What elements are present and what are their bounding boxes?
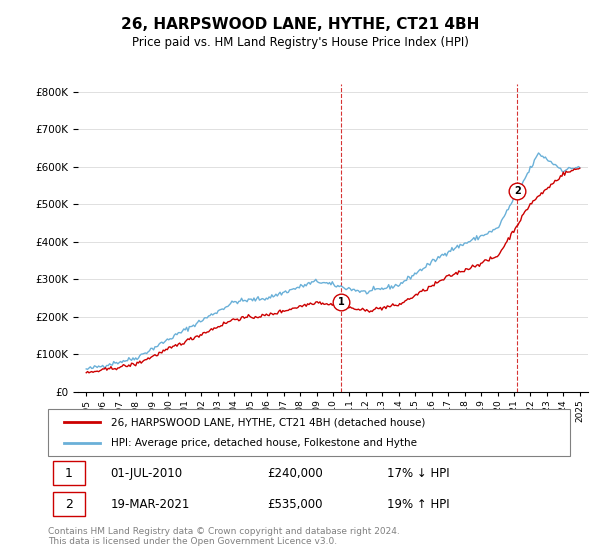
Text: Price paid vs. HM Land Registry's House Price Index (HPI): Price paid vs. HM Land Registry's House … xyxy=(131,36,469,49)
Text: 17% ↓ HPI: 17% ↓ HPI xyxy=(388,466,450,480)
Text: 01-JUL-2010: 01-JUL-2010 xyxy=(110,466,183,480)
Text: 26, HARPSWOOD LANE, HYTHE, CT21 4BH (detached house): 26, HARPSWOOD LANE, HYTHE, CT21 4BH (det… xyxy=(110,417,425,427)
Text: HPI: Average price, detached house, Folkestone and Hythe: HPI: Average price, detached house, Folk… xyxy=(110,438,416,448)
Text: 2: 2 xyxy=(514,186,521,196)
Text: £240,000: £240,000 xyxy=(267,466,323,480)
FancyBboxPatch shape xyxy=(53,492,85,516)
Text: 19-MAR-2021: 19-MAR-2021 xyxy=(110,497,190,511)
Text: 1: 1 xyxy=(65,466,73,480)
Text: 26, HARPSWOOD LANE, HYTHE, CT21 4BH: 26, HARPSWOOD LANE, HYTHE, CT21 4BH xyxy=(121,17,479,32)
Text: 19% ↑ HPI: 19% ↑ HPI xyxy=(388,497,450,511)
Text: 1: 1 xyxy=(338,297,344,307)
Text: 2: 2 xyxy=(65,497,73,511)
FancyBboxPatch shape xyxy=(48,409,570,456)
Text: £535,000: £535,000 xyxy=(267,497,323,511)
Text: Contains HM Land Registry data © Crown copyright and database right 2024.
This d: Contains HM Land Registry data © Crown c… xyxy=(48,526,400,546)
FancyBboxPatch shape xyxy=(53,461,85,486)
